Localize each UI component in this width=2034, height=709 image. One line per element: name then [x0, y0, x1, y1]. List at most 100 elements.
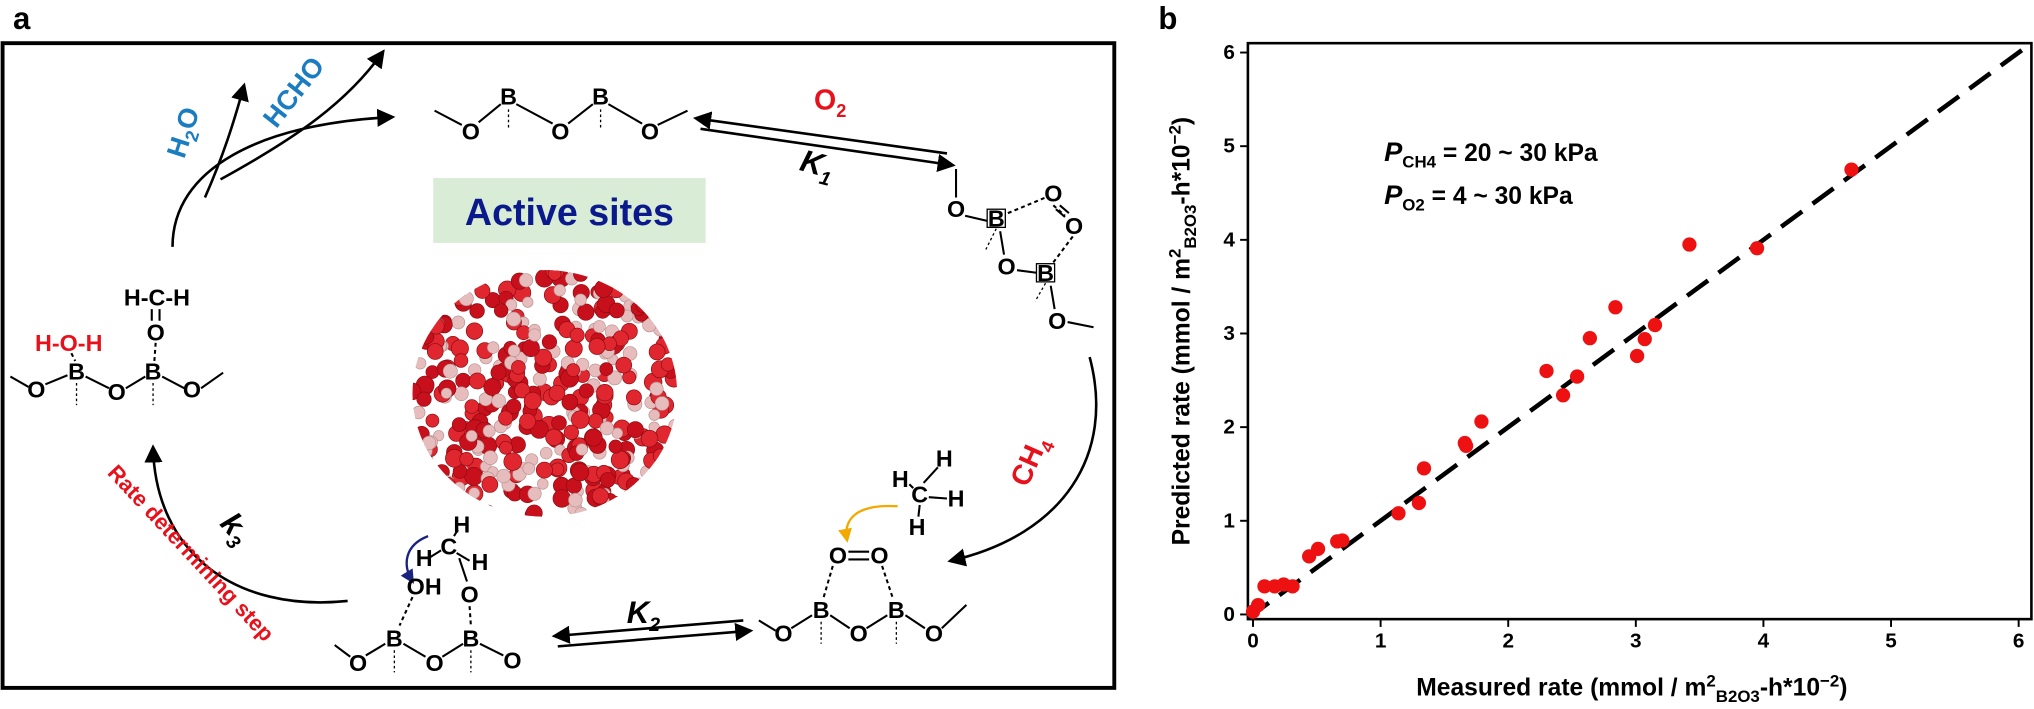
annotation: PCH4 = 20 ~ 30 kPa	[1384, 136, 1598, 171]
equilibrium-arrow	[551, 619, 744, 644]
atom-sphere	[668, 326, 678, 338]
atom: O	[1048, 308, 1066, 334]
atom: C	[911, 482, 928, 508]
atom-sphere	[416, 451, 433, 468]
atom: H	[948, 485, 965, 511]
text-part: O2	[1402, 196, 1424, 215]
data-point	[1637, 331, 1652, 347]
atom-sphere	[574, 293, 587, 306]
text-part: -h*10	[1760, 675, 1820, 702]
atom-sphere	[459, 276, 474, 291]
bond	[758, 550, 968, 632]
atom-sphere	[617, 270, 630, 279]
atom-sphere	[425, 413, 440, 428]
atom-sphere	[647, 296, 661, 311]
y-tick-label: 1	[1223, 509, 1235, 532]
atom-sphere	[626, 389, 642, 406]
atom-sphere	[415, 464, 432, 481]
atom-sphere	[474, 283, 491, 299]
atom-sphere	[569, 327, 585, 343]
atom-sphere	[561, 393, 579, 411]
atom-sphere	[465, 430, 478, 442]
bond	[393, 650, 472, 673]
atom-sphere	[596, 384, 614, 402]
atom-sphere	[592, 320, 606, 333]
atom-sphere	[416, 391, 432, 407]
atom-sphere	[654, 396, 670, 411]
atom-sphere	[498, 410, 514, 426]
y-tick-label: 6	[1223, 41, 1235, 64]
atom-sphere	[469, 303, 485, 319]
atom: H	[936, 445, 953, 471]
atom-sphere	[424, 507, 442, 517]
atom: B	[386, 626, 403, 652]
atom-sphere	[519, 273, 534, 288]
atom-sphere	[421, 289, 437, 305]
atom: H	[453, 511, 470, 537]
k2-label: K2	[627, 595, 660, 636]
x-tick-label: 2	[1502, 630, 1514, 653]
hcho-label: HCHO	[257, 51, 331, 133]
atom-sphere	[649, 381, 664, 396]
atom-sphere	[551, 415, 567, 431]
atom: O	[425, 650, 443, 676]
bond	[434, 103, 688, 126]
atom-sphere	[412, 405, 426, 420]
active-sites-box	[433, 178, 706, 243]
atom-sphere	[507, 344, 521, 358]
atom-sphere	[550, 462, 565, 477]
atom: O	[461, 581, 479, 607]
bond	[334, 529, 504, 658]
y-tick-label: 0	[1223, 603, 1235, 626]
atom: B	[592, 83, 609, 109]
atom-sphere	[640, 429, 659, 448]
atom-sphere	[412, 303, 422, 319]
atom-sphere	[574, 506, 588, 517]
k1-label: K1	[795, 143, 838, 191]
atom-sphere	[621, 270, 634, 282]
atom-sphere	[505, 398, 522, 415]
atom-sphere	[610, 450, 630, 470]
equilibrium-arrow	[692, 111, 948, 155]
atom-sphere	[455, 372, 471, 389]
atom-sphere	[594, 279, 613, 298]
site-box	[986, 208, 1006, 229]
data-point	[1682, 237, 1697, 252]
atom-sphere	[591, 487, 609, 505]
atom-sphere	[592, 505, 607, 517]
atom-sphere	[641, 497, 660, 516]
atom-sphere	[552, 489, 571, 508]
text-part: −2	[1820, 672, 1839, 691]
atom: O	[27, 377, 45, 403]
atom: B	[813, 597, 830, 623]
h2o-label: H2O	[160, 103, 209, 162]
product-arrow	[219, 49, 385, 181]
atom-sphere	[441, 475, 455, 489]
atom-sphere	[626, 421, 644, 439]
atom: B	[145, 358, 162, 384]
atom-sphere	[454, 386, 469, 402]
text-part: O	[170, 103, 206, 133]
data-point	[1608, 300, 1623, 315]
atom-sphere	[418, 272, 436, 290]
text-part: 2	[1706, 672, 1715, 691]
text-part: B2O3	[1181, 205, 1200, 249]
atom-sphere	[412, 298, 431, 318]
atom-sphere	[419, 270, 434, 278]
atom: O	[947, 196, 965, 222]
bond	[954, 169, 1094, 329]
y-axis-label: Predicted rate (mmol / m2B2O3-h*10−2)	[1165, 117, 1200, 545]
atom-sphere	[527, 486, 542, 501]
data-point	[1629, 348, 1645, 364]
atom-sphere	[428, 290, 446, 308]
x-tick-label: 5	[1885, 630, 1897, 653]
bond	[820, 621, 898, 644]
atom-sphere	[493, 303, 509, 318]
atom-sphere	[568, 492, 583, 508]
atom-sphere	[412, 473, 428, 493]
atom-sphere	[655, 471, 670, 487]
text-part: = 4 ~ 30 kPa	[1425, 183, 1573, 210]
product-arrow	[203, 82, 249, 199]
text-part: −2	[1165, 125, 1184, 144]
